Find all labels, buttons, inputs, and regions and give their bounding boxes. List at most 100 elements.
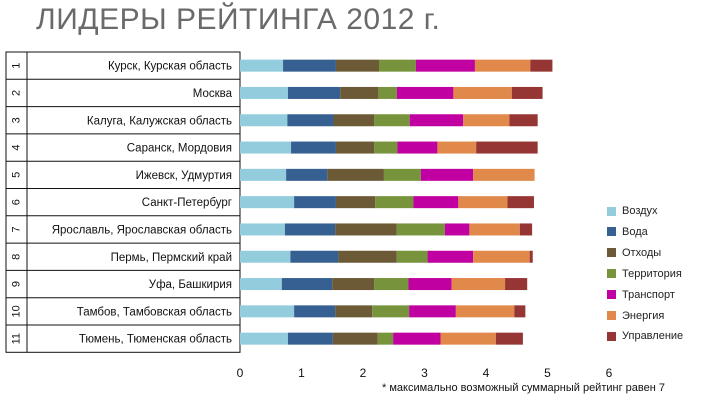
bar-segment-Вода: [283, 59, 336, 72]
bar-segment-Вода: [294, 305, 336, 318]
bar-segment-Отходы: [335, 59, 379, 72]
bar-segment-Транспорт: [427, 250, 474, 263]
bar-segment-Отходы: [335, 141, 375, 154]
bar-segment-Вода: [284, 223, 336, 236]
bar-segment-Управление: [476, 141, 538, 154]
bar-segment-Территория: [396, 223, 445, 236]
bar-segment-Отходы: [335, 223, 397, 236]
bar-segment-Отходы: [327, 168, 384, 181]
legend-swatch: [607, 206, 616, 216]
bar-segment-Воздух: [240, 278, 282, 291]
legend-label: Территория: [622, 267, 682, 280]
bar-segment-Отходы: [332, 278, 375, 291]
bar-segment-Энергия: [437, 141, 477, 154]
legend-item: Управление: [607, 328, 683, 344]
bar-segment-Энергия: [440, 332, 496, 345]
x-tick-label: 3: [421, 366, 428, 380]
bar-segment-Территория: [374, 114, 410, 127]
bar-segment-Вода: [287, 114, 334, 127]
bar-segment-Отходы: [340, 86, 379, 99]
legend-label: Энергия: [622, 309, 665, 322]
bar-segment-Воздух: [240, 86, 288, 99]
category-label: Курск, Курская область: [108, 61, 232, 73]
rank-label: 7: [10, 226, 22, 232]
bar-segment-Транспорт: [393, 332, 441, 345]
legend-item: Территория: [607, 266, 682, 282]
bar-segment-Территория: [378, 86, 397, 99]
bar-segment-Территория: [396, 250, 428, 263]
bar-segment-Территория: [374, 278, 409, 291]
legend-item: Вода: [607, 224, 648, 240]
rank-label: 5: [10, 172, 22, 178]
x-tick-label: 6: [606, 366, 613, 380]
x-tick-label: 5: [544, 366, 551, 380]
footnote: * максимально возможный суммарный рейтин…: [382, 382, 665, 394]
bar-segment-Энергия: [473, 168, 535, 181]
category-label: Санкт-Петербург: [142, 197, 232, 209]
legend-item: Транспорт: [607, 287, 675, 303]
rank-label: 4: [10, 144, 22, 150]
bar-segment-Транспорт: [409, 305, 456, 318]
rank-label: 10: [10, 305, 22, 317]
legend-label: Управление: [622, 330, 684, 343]
bar-segment-Воздух: [240, 168, 287, 181]
rank-label: 11: [10, 333, 22, 344]
category-label: Пермь, Пермский край: [111, 252, 232, 264]
bar-segment-Вода: [287, 86, 341, 99]
bar-segment-Управление: [509, 114, 538, 127]
bar-segment-Управление: [505, 278, 528, 291]
bar-segment-Управление: [507, 196, 534, 209]
bar-segment-Воздух: [240, 59, 284, 72]
rank-label: 1: [10, 63, 22, 69]
category-label: Саранск, Мордовия: [127, 143, 232, 155]
bar-segment-Отходы: [333, 114, 375, 127]
bar-segment-Вода: [290, 250, 339, 263]
category-label: Калуга, Калужская область: [87, 115, 232, 127]
legend-swatch: [607, 311, 616, 320]
bar-segment-Транспорт: [444, 223, 470, 236]
bar-segment-Вода: [294, 196, 336, 209]
bar-segment-Энергия: [473, 250, 530, 263]
bar-segment-Территория: [372, 305, 410, 318]
rank-label: 3: [10, 117, 22, 123]
bar-segment-Энергия: [469, 223, 520, 236]
bar-segment-Транспорт: [408, 278, 452, 291]
legend-label: Отходы: [622, 246, 662, 259]
bar-segment-Вода: [286, 168, 328, 181]
bar-segment-Транспорт: [409, 114, 464, 127]
bar-segment-Воздух: [240, 196, 295, 209]
bar-segment-Территория: [378, 59, 416, 72]
rank-label: 6: [10, 199, 22, 205]
category-label: Тамбов, Тамбовская область: [77, 306, 232, 318]
x-tick-label: 4: [483, 366, 490, 380]
x-tick-label: 1: [298, 366, 305, 380]
legend-item: Воздух: [607, 203, 658, 219]
category-label: Москва: [193, 88, 233, 100]
bar-segment-Отходы: [335, 305, 373, 318]
bar-segment-Воздух: [240, 250, 291, 263]
bar-segment-Энергия: [463, 114, 510, 127]
bar-segment-Вода: [287, 332, 333, 345]
bar-segment-Энергия: [458, 196, 508, 209]
category-label: Тюмень, Тюменская область: [79, 334, 232, 346]
bar-segment-Энергия: [474, 59, 531, 72]
bar-segment-Воздух: [240, 223, 285, 236]
bar-segment-Отходы: [335, 196, 376, 209]
category-label: Уфа, Башкирия: [149, 279, 232, 291]
bar-segment-Управление: [495, 332, 523, 345]
legend-label: Транспорт: [622, 288, 675, 301]
bar-segment-Управление: [511, 86, 543, 99]
bar-segment-Воздух: [240, 332, 288, 345]
bar-segment-Вода: [291, 141, 336, 154]
bar-segment-Управление: [514, 305, 526, 318]
bar-segment-Управление: [519, 223, 533, 236]
rank-label: 9: [10, 281, 22, 287]
bar-segment-Транспорт: [413, 196, 459, 209]
bar-segment-Транспорт: [397, 141, 438, 154]
bar-segment-Отходы: [338, 250, 397, 263]
bar-segment-Отходы: [332, 332, 378, 345]
bar-segment-Территория: [377, 332, 394, 345]
legend-label: Воздух: [622, 205, 658, 217]
bar-segment-Вода: [281, 278, 333, 291]
bar-segment-Воздух: [240, 305, 295, 318]
